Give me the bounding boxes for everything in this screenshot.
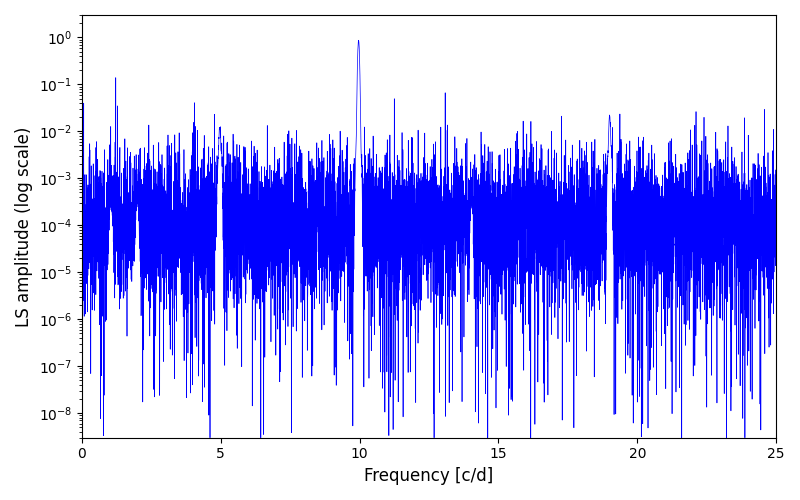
Y-axis label: LS amplitude (log scale): LS amplitude (log scale) [15, 126, 33, 326]
X-axis label: Frequency [c/d]: Frequency [c/d] [364, 467, 494, 485]
